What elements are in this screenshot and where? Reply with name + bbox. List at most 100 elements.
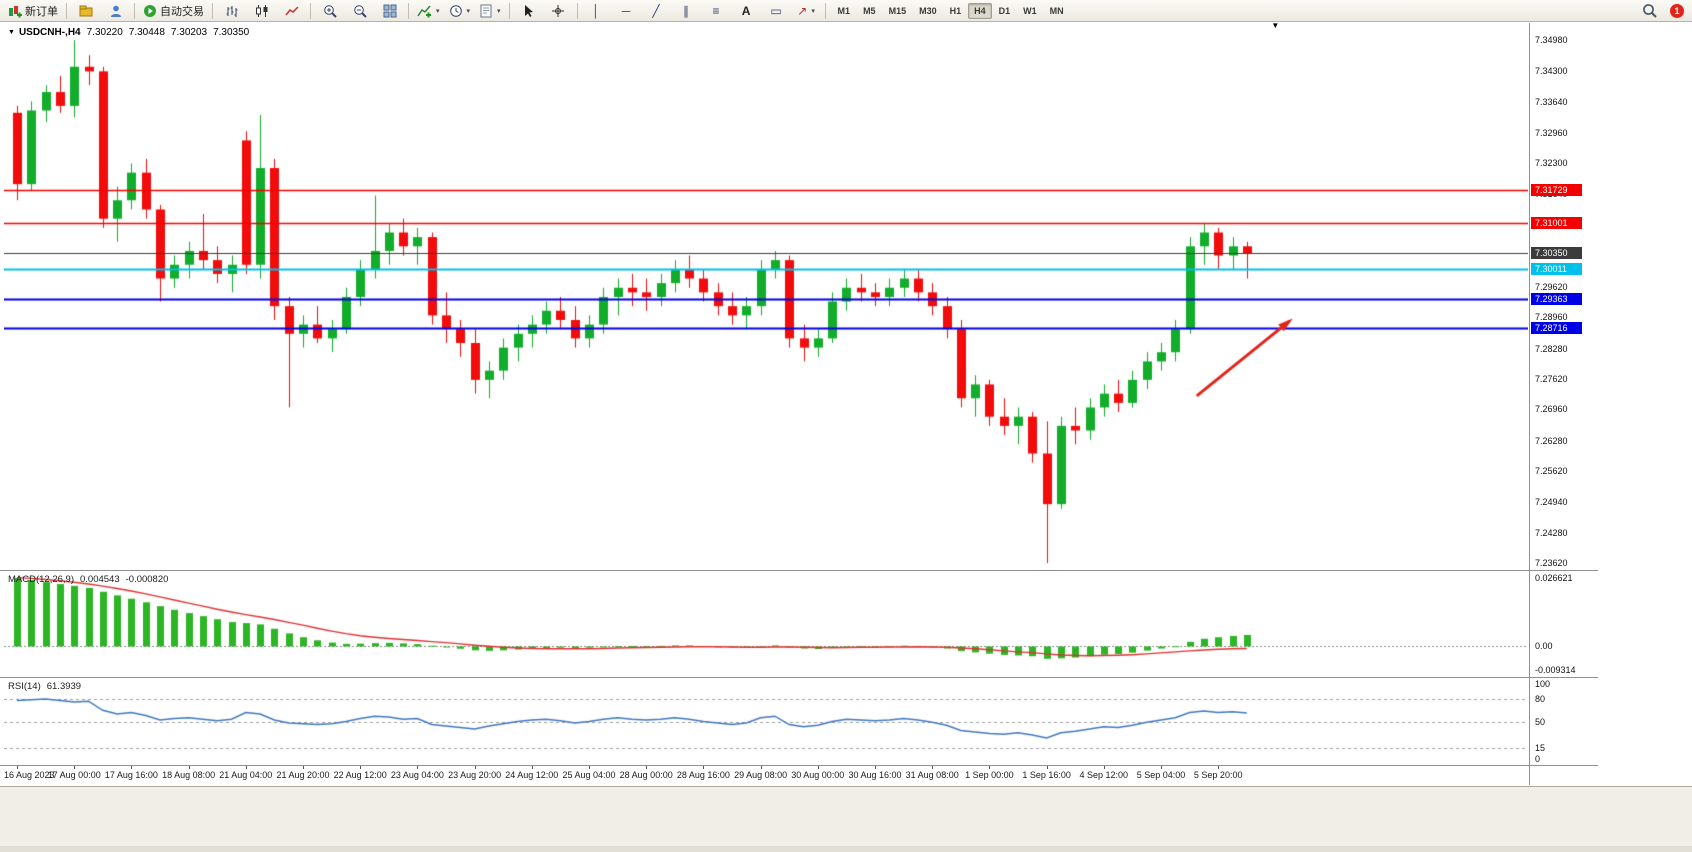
crosshair-button[interactable] xyxy=(544,0,573,21)
tile-windows-button[interactable] xyxy=(375,0,404,21)
time-axis-tick xyxy=(760,766,762,769)
macd-signal-value: -0.000820 xyxy=(125,574,169,585)
time-axis-label: 4 Sep 12:00 xyxy=(1079,770,1129,780)
price-level-badge: 7.30350 xyxy=(1531,247,1582,260)
candlestick-chart-button[interactable] xyxy=(247,0,276,21)
time-axis[interactable]: 16 Aug 2023 17 Aug 00:00 17 Aug 16:00 18 Au… xyxy=(0,766,1598,785)
vertical-line-button[interactable]: │ xyxy=(582,0,611,21)
market-watch-button[interactable] xyxy=(71,0,100,21)
market-watch-icon xyxy=(79,5,92,16)
channel-button[interactable]: ∥ xyxy=(672,0,701,21)
toolbar-separator xyxy=(824,2,826,19)
new-order-button[interactable]: 新订单 xyxy=(4,0,62,21)
timeframe-m1-button[interactable]: M1 xyxy=(837,5,851,16)
time-axis-tick xyxy=(932,766,934,769)
line-chart-icon xyxy=(284,5,299,15)
time-axis-label: 1 Sep 16:00 xyxy=(1022,770,1071,780)
bar-chart-button[interactable] xyxy=(217,0,246,21)
search-icon xyxy=(1642,3,1657,18)
shapes-button[interactable]: ↗ ▾ xyxy=(792,0,821,21)
new-order-icon xyxy=(9,5,22,17)
time-axis-label: 16 Aug 2023 xyxy=(4,770,55,780)
time-axis-label: 30 Aug 00:00 xyxy=(791,770,845,780)
search-button[interactable] xyxy=(1635,0,1664,21)
timeframe-m15-button[interactable]: M15 xyxy=(888,5,907,16)
price-axis-tick: 7.34980 xyxy=(1535,35,1568,46)
time-axis-tick xyxy=(1161,766,1162,769)
panel-separator[interactable] xyxy=(0,570,1598,571)
time-axis-label: 21 Aug 04:00 xyxy=(219,770,273,780)
timeframe-m5-button[interactable]: M5 xyxy=(863,5,876,16)
timeframe-m30-button[interactable]: M30 xyxy=(919,5,937,16)
time-axis-label: 17 Aug 00:00 xyxy=(47,770,101,780)
timeframe-group: M1 M5 M15 M30 H1 H4 D1 W1 MN xyxy=(832,2,1070,19)
periods-button[interactable]: ▾ xyxy=(445,0,475,21)
rsi-name: RSI(14) xyxy=(8,681,41,692)
horizontal-line-button[interactable]: ─ xyxy=(612,0,641,21)
macd-name: MACD(12,26,9) xyxy=(8,574,74,585)
macd-axis-tick: -0.009314 xyxy=(1535,665,1576,676)
time-axis-tick xyxy=(875,766,876,769)
zoom-out-button[interactable] xyxy=(345,0,374,21)
rsi-panel-canvas[interactable] xyxy=(4,679,1528,764)
price-axis-tick: 7.32300 xyxy=(1535,158,1568,169)
price-axis-tick: 7.24940 xyxy=(1535,497,1568,508)
price-chart-canvas[interactable] xyxy=(4,23,1528,570)
time-axis-label: 21 Aug 20:00 xyxy=(276,770,330,780)
ohlc-low: 7.30203 xyxy=(170,27,208,38)
autotrading-button[interactable]: 自动交易 xyxy=(139,0,208,21)
price-axis[interactable]: 7.349807.343007.336407.329607.323007.316… xyxy=(1529,23,1604,785)
time-axis-tick xyxy=(74,766,76,769)
price-axis-tick: 7.34300 xyxy=(1535,66,1568,77)
zoom-in-button[interactable] xyxy=(315,0,344,21)
price-axis-border xyxy=(1529,23,1530,785)
toolbar-separator xyxy=(508,2,510,19)
panel-separator[interactable] xyxy=(0,677,1598,678)
dropdown-caret: ▾ xyxy=(497,7,501,15)
status-strip xyxy=(0,786,1692,852)
price-axis-tick: 7.24280 xyxy=(1535,527,1568,538)
cursor-button[interactable] xyxy=(514,0,543,21)
timeframe-d1-button[interactable]: D1 xyxy=(998,5,1011,16)
toolbar-separator xyxy=(66,2,67,19)
templates-button[interactable]: ▾ xyxy=(475,0,505,21)
price-axis-tick: 7.27620 xyxy=(1535,373,1568,384)
new-order-label: 新订单 xyxy=(25,5,58,18)
macd-panel-canvas[interactable] xyxy=(4,572,1528,676)
rsi-axis-tick: 50 xyxy=(1535,716,1546,727)
chart-window: ▼ USDCNH-,H4 7.30220 7.30448 7.30203 7.3… xyxy=(0,21,1692,786)
label-tool-button[interactable]: ▭ xyxy=(762,0,791,21)
indicators-button[interactable]: ▾ xyxy=(413,0,444,21)
text-tool-icon: A xyxy=(741,3,751,18)
timeframe-h4-button[interactable]: H4 xyxy=(968,2,992,19)
timeframe-mn-button[interactable]: MN xyxy=(1049,5,1064,16)
rsi-axis-tick: 0 xyxy=(1535,754,1541,764)
price-level-badge: 7.28716 xyxy=(1531,322,1582,335)
time-axis-label: 28 Aug 16:00 xyxy=(676,770,730,780)
time-axis-tick xyxy=(188,766,190,769)
symbol-period: USDCNH-,H4 xyxy=(18,27,81,38)
line-chart-button[interactable] xyxy=(277,0,306,21)
one-click-trading-toggle-icon[interactable]: ▼ xyxy=(8,29,15,36)
profile-icon xyxy=(110,5,121,17)
panel-separator xyxy=(0,765,1598,766)
toolbar-separator xyxy=(408,2,409,19)
template-icon xyxy=(480,4,492,17)
time-axis-tick xyxy=(817,766,819,769)
time-axis-tick xyxy=(360,766,362,769)
trendline-button[interactable]: ╱ xyxy=(642,0,671,21)
fibonacci-button[interactable]: ≡ xyxy=(702,0,731,21)
profiles-button[interactable] xyxy=(101,0,130,21)
bottom-edge xyxy=(0,846,1692,852)
chart-shift-marker[interactable]: ▼ xyxy=(1271,21,1280,30)
text-tool-button[interactable]: A xyxy=(732,0,761,21)
price-axis-tick: 7.28280 xyxy=(1535,343,1568,354)
time-axis-label: 5 Sep 04:00 xyxy=(1136,770,1186,780)
vertical-line-icon: │ xyxy=(592,3,600,18)
timeframe-w1-button[interactable]: W1 xyxy=(1023,5,1037,16)
candlestick-chart-icon xyxy=(255,4,267,17)
price-level-badge: 7.31001 xyxy=(1531,217,1582,230)
timeframe-h1-button[interactable]: H1 xyxy=(949,5,962,16)
toolbar: 新订单 自动交易 ▾ ▾ ▾ │ ─ ╱ ∥ ≡ A ▭ ↗ ▾ M1 xyxy=(0,0,1692,22)
notification-badge[interactable]: 1 xyxy=(1670,3,1684,18)
